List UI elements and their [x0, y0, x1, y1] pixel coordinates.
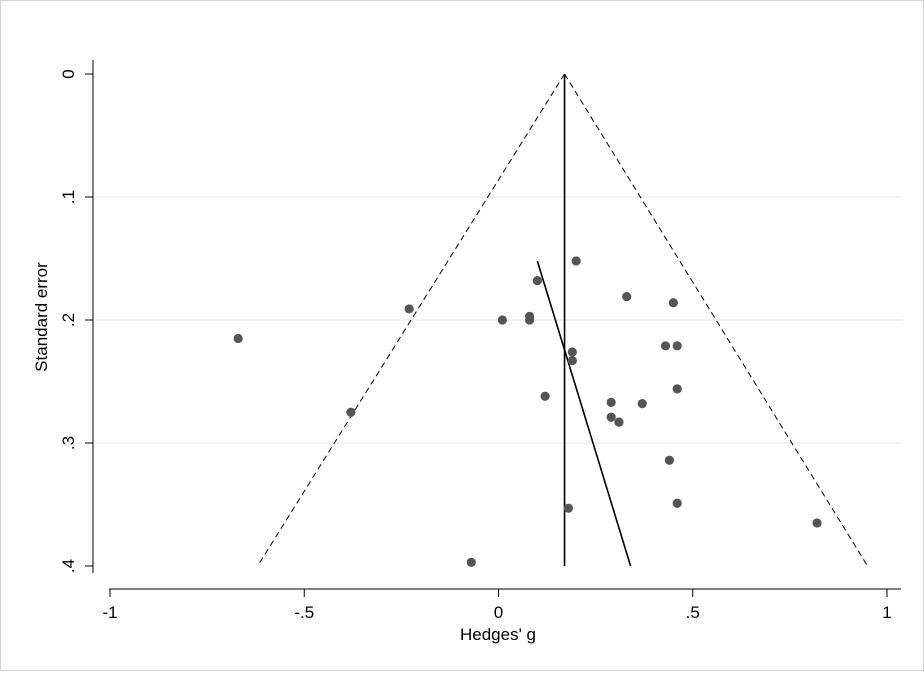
axes: -1 -.5 0 .5 1 0 .1 .2 .3 .4: [59, 60, 901, 622]
funnel-right-limit: [564, 73, 869, 567]
x-tick-label: .5: [686, 603, 700, 622]
data-point: [563, 503, 574, 513]
data-point: [606, 397, 616, 408]
data-point: [622, 292, 632, 302]
funnel-lines: [257, 73, 869, 567]
y-tick-label: .4: [59, 559, 78, 573]
data-point: [812, 518, 822, 528]
data-points: [233, 256, 822, 567]
data-point: [567, 355, 577, 366]
data-point: [637, 399, 647, 409]
data-point: [660, 341, 671, 351]
data-point: [672, 341, 682, 351]
x-tick-label: 1: [882, 603, 891, 622]
data-point: [497, 315, 507, 325]
data-point: [532, 276, 542, 286]
y-tick-label: .2: [59, 313, 78, 327]
data-point: [567, 347, 577, 357]
x-tick-label: -.5: [294, 603, 314, 622]
data-point: [233, 333, 243, 344]
data-point: [614, 417, 624, 427]
regression-line: [536, 260, 632, 567]
data-point: [606, 412, 616, 422]
data-point: [466, 557, 476, 567]
data-point: [524, 315, 535, 325]
y-tick-label: .3: [59, 436, 78, 450]
x-axis-title: Hedges' g: [460, 625, 536, 644]
x-tick-label: -1: [102, 603, 117, 622]
data-point: [668, 298, 678, 308]
data-point: [672, 384, 682, 394]
data-point: [404, 304, 414, 314]
data-point: [540, 391, 550, 401]
y-tick-label: 0: [59, 69, 78, 78]
funnel-left-limit: [257, 73, 565, 567]
y-axis-title: Standard error: [32, 262, 51, 372]
data-point: [571, 256, 581, 266]
data-point: [672, 498, 682, 508]
data-point: [664, 455, 675, 465]
data-point: [346, 407, 356, 417]
x-tick-label: 0: [494, 603, 503, 622]
y-tick-label: .1: [59, 190, 78, 204]
